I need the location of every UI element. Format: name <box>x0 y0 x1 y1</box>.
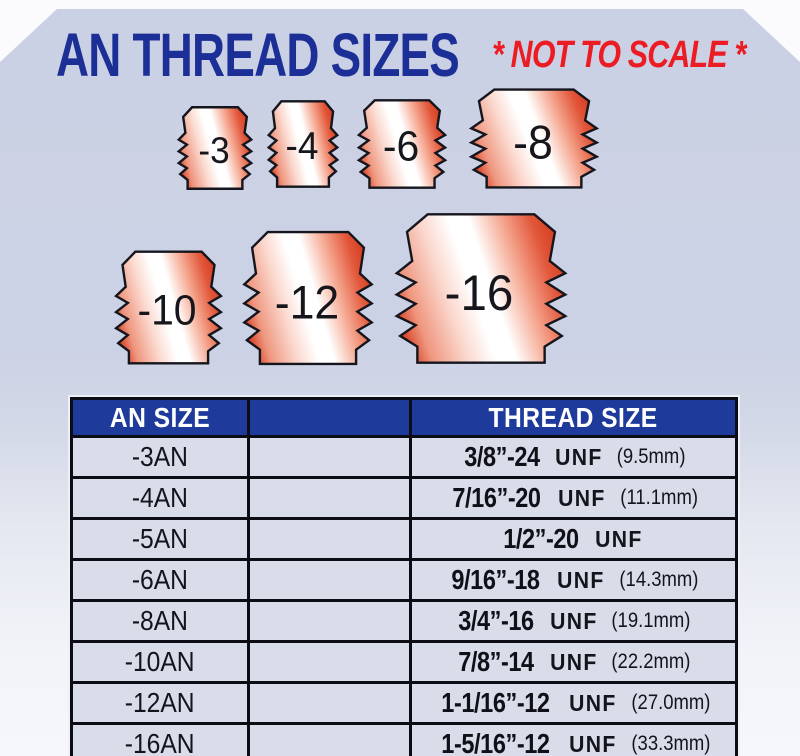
thread-size-cell: 1-1/16”-12 UNF (27.0mm) <box>409 684 735 722</box>
thread-size-cell: 1-5/16”-12 UNF (33.3mm) <box>409 725 735 756</box>
fitting-size-label: -3 <box>198 129 230 171</box>
an-size-cell: -6AN <box>73 561 247 599</box>
table-row: -10AN 7/8”-14 UNF (22.2mm) <box>73 640 735 681</box>
fitting-nut-icon <box>115 250 222 365</box>
header-thread-size: THREAD SIZE <box>409 400 735 435</box>
table-row: -16AN 1-5/16”-12 UNF (33.3mm) <box>73 722 735 756</box>
fitting-nut-icon <box>470 88 598 189</box>
an-size-cell: -12AN <box>73 684 247 722</box>
header-an-size: AN SIZE <box>73 400 247 435</box>
table-row: -12AN 1-1/16”-12 UNF (27.0mm) <box>73 681 735 722</box>
an-fitting-illustration: -16 <box>395 212 567 365</box>
empty-cell <box>247 520 409 558</box>
fitting-nut-icon <box>178 106 252 190</box>
an-size-cell: -10AN <box>73 643 247 681</box>
fitting-nut-icon <box>358 99 446 189</box>
an-size-cell: -4AN <box>73 479 247 517</box>
empty-cell <box>247 561 409 599</box>
page-title: AN THREAD SIZES <box>56 21 460 89</box>
an-fitting-illustration: -6 <box>358 99 446 189</box>
fitting-size-label: -6 <box>382 122 420 171</box>
table-row: -5AN 1/2”-20 UNF <box>73 517 735 558</box>
thread-size-cell: 1/2”-20 UNF <box>409 520 735 558</box>
an-fitting-illustration: -3 <box>178 106 252 190</box>
table-header-row: AN SIZE THREAD SIZE <box>73 400 735 435</box>
fitting-size-label: -8 <box>512 115 553 169</box>
table-row: -3AN 3/8”-24 UNF (9.5mm) <box>73 435 735 476</box>
fitting-nut-icon <box>243 230 373 366</box>
fitting-size-label: -10 <box>137 286 197 335</box>
thread-size-table: AN SIZE THREAD SIZE -3AN 3/8”-24 UNF (9.… <box>70 397 738 756</box>
an-size-cell: -3AN <box>73 438 247 476</box>
an-fitting-illustration: -8 <box>470 88 598 189</box>
thread-size-cell: 3/4”-16 UNF (19.1mm) <box>409 602 735 640</box>
thread-size-cell: 9/16”-18 UNF (14.3mm) <box>409 561 735 599</box>
empty-cell <box>247 479 409 517</box>
fitting-size-label: -16 <box>444 265 514 322</box>
fitting-nut-icon <box>268 100 338 188</box>
empty-cell <box>247 643 409 681</box>
thread-size-cell: 7/16”-20 UNF (11.1mm) <box>409 479 735 517</box>
empty-cell <box>247 438 409 476</box>
header-empty <box>247 400 409 435</box>
table-row: -8AN 3/4”-16 UNF (19.1mm) <box>73 599 735 640</box>
thread-size-cell: 7/8”-14 UNF (22.2mm) <box>409 643 735 681</box>
table-row: -6AN 9/16”-18 UNF (14.3mm) <box>73 558 735 599</box>
an-fitting-illustration: -4 <box>268 100 338 188</box>
empty-cell <box>247 725 409 756</box>
an-fitting-illustration: -12 <box>243 230 373 366</box>
empty-cell <box>247 684 409 722</box>
not-to-scale-note: * NOT TO SCALE * <box>492 34 746 76</box>
an-size-cell: -16AN <box>73 725 247 756</box>
empty-cell <box>247 602 409 640</box>
an-size-cell: -5AN <box>73 520 247 558</box>
fitting-size-label: -12 <box>274 275 339 329</box>
fitting-size-label: -4 <box>285 124 319 168</box>
an-size-cell: -8AN <box>73 602 247 640</box>
fitting-nut-icon <box>395 212 567 365</box>
an-fitting-illustration: -10 <box>115 250 222 365</box>
table-row: -4AN 7/16”-20 UNF (11.1mm) <box>73 476 735 517</box>
thread-size-cell: 3/8”-24 UNF (9.5mm) <box>409 438 735 476</box>
